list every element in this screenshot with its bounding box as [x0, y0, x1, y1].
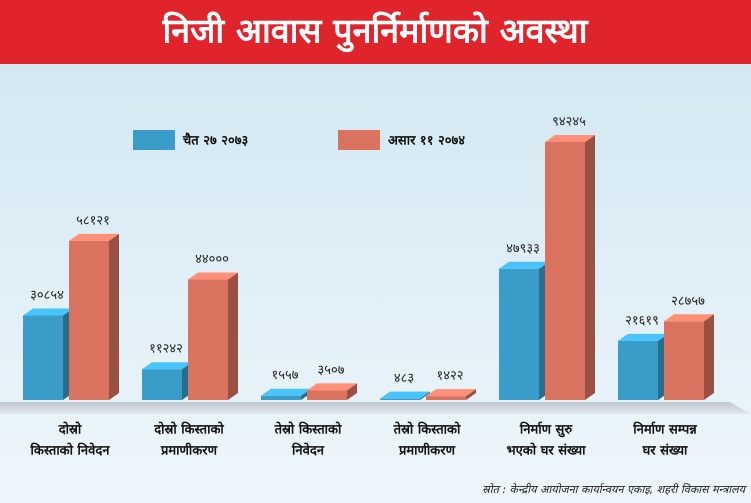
bar-front [23, 315, 63, 400]
bar [545, 135, 595, 400]
bar-front [142, 369, 182, 400]
bar-front [380, 398, 420, 400]
bar-top [142, 362, 192, 370]
bar-top [499, 261, 549, 269]
bar-front [499, 268, 539, 400]
chart-title: निजी आवास पुनर्निर्माणको अवस्था [161, 11, 588, 53]
bar-front [426, 396, 466, 400]
x-tick-label: दोस्रो [58, 422, 82, 438]
bar [142, 362, 192, 400]
legend-swatch [133, 130, 175, 150]
bar [664, 314, 714, 400]
bar-side [704, 314, 714, 400]
x-tick-label: निर्माण सम्पन्न [632, 422, 697, 438]
bar-top [426, 389, 476, 397]
bar-front [69, 240, 109, 400]
bar-side [585, 135, 595, 400]
header [0, 0, 751, 64]
x-tick-label: प्रमाणीकरण [160, 443, 218, 459]
bar-top [307, 383, 357, 391]
bar-top [618, 333, 668, 341]
bar [307, 383, 357, 400]
x-tick-label: निर्माण सुरु [519, 422, 573, 438]
bar-front [307, 390, 347, 400]
bar [188, 272, 238, 400]
data-label: ३५०७ [317, 363, 344, 378]
bar [426, 389, 476, 400]
x-tick-label: दोस्रो किस्ताको [153, 422, 224, 438]
bar [23, 308, 73, 400]
x-tick-label: तेस्रो किस्ताको [393, 422, 461, 438]
legend-label: असार ११ २०७४ [388, 134, 465, 149]
x-tick-label: घर संख्या [642, 443, 688, 459]
data-label: १४२२ [436, 369, 463, 384]
bar-side [228, 272, 238, 400]
data-label: ११२४२ [149, 342, 183, 357]
data-label: २१६१९ [625, 313, 659, 328]
bar-top [664, 314, 714, 322]
floor [0, 402, 751, 414]
x-tick-label: प्रमाणीकरण [398, 443, 456, 459]
source: स्रोत : केन्द्रीय आयोजना कार्यान्वयन एका… [482, 483, 747, 496]
bar-front [618, 340, 658, 400]
bar [618, 333, 668, 400]
x-tick-label: निवेदन [291, 443, 325, 459]
data-label: १५५७ [271, 368, 298, 383]
x-tick-label: तेस्रो किस्ताको [274, 422, 342, 438]
data-label: २८७५७ [671, 294, 705, 309]
bar [380, 391, 430, 400]
bar-top [23, 308, 73, 316]
x-tick-label: भएको घर संख्या [506, 443, 586, 459]
data-label: ९४२४५ [552, 115, 586, 130]
bar [499, 261, 549, 400]
legend-label: चैत २७ २०७३ [182, 133, 249, 149]
bar-front [261, 395, 301, 400]
data-label: ५८१२१ [76, 213, 110, 228]
bar-top [261, 388, 311, 396]
data-label: ४४००० [195, 252, 229, 267]
x-tick-label: किस्ताको निवेदन [30, 443, 111, 459]
bar-front [545, 142, 585, 400]
bar-side [347, 383, 357, 400]
bar-front [664, 321, 704, 400]
bar [69, 233, 119, 400]
bar-top [188, 272, 238, 280]
bar-side [109, 233, 119, 400]
bar-top [380, 391, 430, 399]
bar-side [420, 391, 430, 400]
legend-swatch [338, 130, 380, 150]
bar-top [69, 233, 119, 241]
data-label: ४७९३३ [506, 241, 540, 256]
bar-front [188, 279, 228, 400]
bar-side [466, 389, 476, 400]
bar-top [545, 135, 595, 142]
data-label: ३०८५४ [30, 288, 64, 303]
data-label: ४८३ [394, 371, 414, 386]
